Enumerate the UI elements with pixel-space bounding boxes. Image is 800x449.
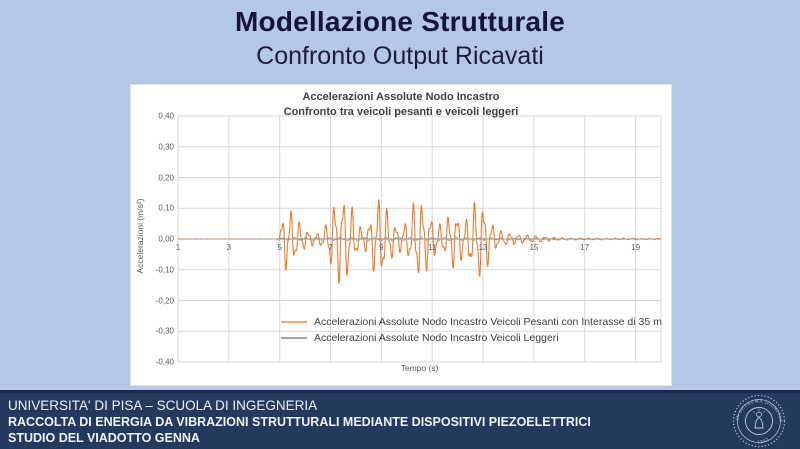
footer-case-study: STUDIO DEL VIADOTTO GENNA xyxy=(8,431,200,445)
y-axis-title: Accelerazioni (m/s²) xyxy=(135,198,145,274)
chart-legend: Accelerazioni Assolute Nodo Incastro Vei… xyxy=(281,314,662,346)
footer-university: UNIVERSITA' DI PISA – SCUOLA DI INGEGNER… xyxy=(8,398,318,413)
y-tick-label: 0,20 xyxy=(158,173,174,182)
y-tick-label: -0,20 xyxy=(155,296,174,305)
legend-item-light-vehicles: Accelerazioni Assolute Nodo Incastro Vei… xyxy=(281,330,662,346)
x-tick-label: 5 xyxy=(277,243,282,252)
x-tick-label: 7 xyxy=(328,243,333,252)
legend-label: Accelerazioni Assolute Nodo Incastro Vei… xyxy=(314,316,662,328)
footer-banner: UNIVERSITA' DI PISA – SCUOLA DI INGEGNER… xyxy=(0,390,800,449)
slide-subtitle: Confronto Output Ricavati xyxy=(256,42,544,70)
legend-line-sample-orange xyxy=(281,321,307,323)
x-tick-label: 19 xyxy=(631,243,641,252)
y-tick-label: 0,00 xyxy=(158,234,174,244)
chart-title-line1: Accelerazioni Assolute Nodo Incastro xyxy=(302,91,500,103)
y-tick-label: -0,10 xyxy=(155,265,174,275)
x-tick-label: 1 xyxy=(175,243,181,252)
y-tick-label: -0,30 xyxy=(155,326,174,336)
x-tick-label: 9 xyxy=(379,243,384,252)
series-line-heavy-vehicles xyxy=(177,199,662,285)
y-tick-label: 0,30 xyxy=(158,142,174,152)
chart-title: Accelerazioni Assolute Nodo Incastro Con… xyxy=(131,90,671,120)
legend-line-sample-gray xyxy=(281,337,307,339)
chart-plot-area xyxy=(177,115,662,363)
footer-thesis-title: RACCOLTA DI ENERGIA DA VIBRAZIONI STRUTT… xyxy=(8,415,591,429)
series-line-light-vehicles xyxy=(177,236,661,242)
slide-title: Modellazione Strutturale xyxy=(235,6,565,37)
university-of-pisa-seal-icon: IN SUPREMA DIGNITATIS · 1343 · xyxy=(732,394,786,448)
chart-title-line2: Confronto tra veicoli pesanti e veicoli … xyxy=(283,106,519,118)
x-tick-label: 11 xyxy=(428,243,437,252)
seal-madonna-figure xyxy=(752,408,766,429)
x-tick-label: 15 xyxy=(529,243,539,252)
x-axis-title: Tempo (s) xyxy=(400,363,439,373)
y-tick-label: 0,40 xyxy=(158,111,174,121)
y-tick-label: 0,10 xyxy=(158,203,174,213)
y-tick-label: -0,40 xyxy=(155,357,174,367)
x-tick-label: 3 xyxy=(226,243,232,252)
x-tick-label: 13 xyxy=(478,243,488,252)
legend-label: Accelerazioni Assolute Nodo Incastro Vei… xyxy=(314,332,559,344)
acceleration-chart: Accelerazioni Assolute Nodo Incastro Con… xyxy=(130,84,672,386)
legend-item-heavy-vehicles: Accelerazioni Assolute Nodo Incastro Vei… xyxy=(281,314,662,330)
x-tick-label: 17 xyxy=(580,243,590,252)
